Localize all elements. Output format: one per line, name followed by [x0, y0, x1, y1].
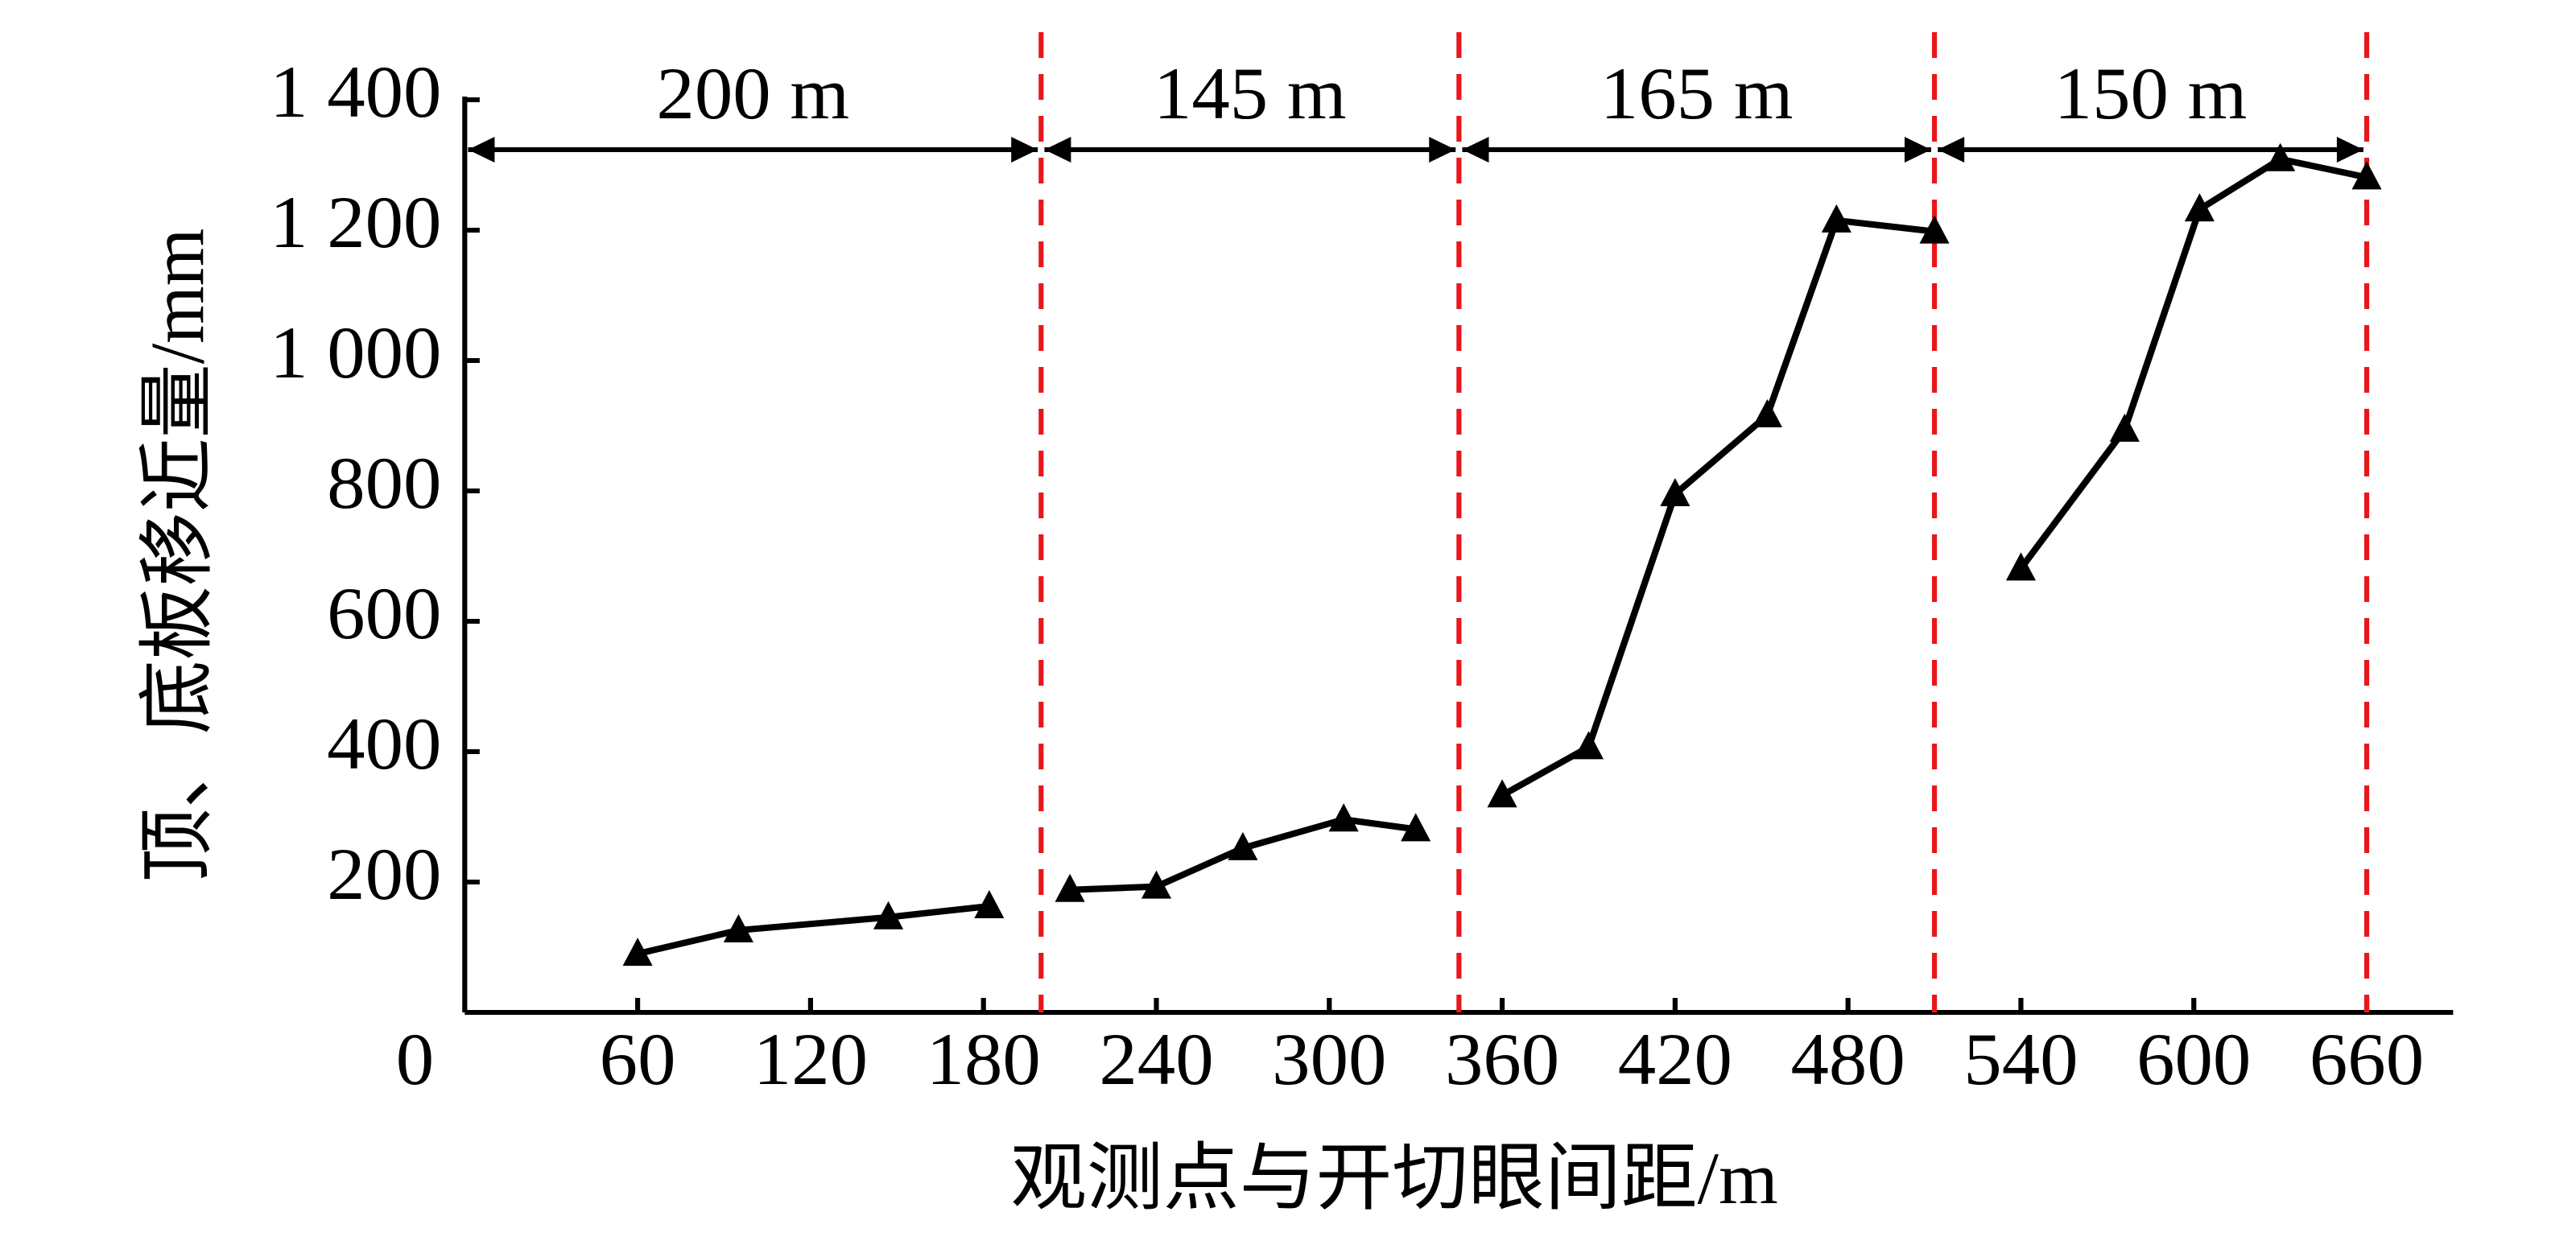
data-marker	[1752, 399, 1782, 428]
data-marker	[1401, 813, 1431, 842]
y-tick-label: 200	[327, 834, 441, 915]
data-marker	[1573, 731, 1604, 760]
data-marker	[2005, 552, 2037, 581]
span-label: 145 m	[1154, 53, 1347, 134]
x-tick-label: 480	[1791, 1019, 1905, 1100]
x-tick-label: 0	[396, 1019, 434, 1100]
data-marker	[2351, 161, 2382, 190]
data-marker	[1328, 803, 1359, 832]
y-tick-label: 1 200	[270, 182, 441, 263]
y-tick-label: 600	[327, 573, 441, 654]
y-tick-label: 400	[327, 703, 441, 785]
span-label: 165 m	[1600, 53, 1794, 134]
data-marker	[1919, 215, 1950, 244]
x-tick-label: 60	[600, 1019, 676, 1100]
data-marker	[1141, 870, 1172, 899]
y-tick-label: 800	[327, 443, 441, 524]
x-tick-label: 420	[1618, 1019, 1732, 1100]
y-tick-label: 1 000	[270, 312, 441, 394]
data-marker	[1228, 831, 1258, 860]
x-tick-label: 360	[1445, 1019, 1559, 1100]
x-tick-label: 180	[927, 1019, 1041, 1100]
x-tick-label: 600	[2136, 1019, 2251, 1100]
data-line	[637, 155, 2368, 957]
data-marker	[1055, 873, 1085, 902]
data-marker	[974, 889, 1005, 918]
y-tick-label: 1 400	[270, 52, 441, 133]
data-marker	[1821, 204, 1852, 233]
data-marker	[2184, 193, 2215, 222]
x-axis-label: 观测点与开切眼间距/m	[1010, 1138, 1778, 1219]
span-label: 150 m	[2054, 53, 2248, 134]
data-marker	[622, 938, 653, 967]
data-marker	[723, 913, 753, 942]
data-marker	[1660, 478, 1690, 507]
x-tick-label: 120	[753, 1019, 868, 1100]
x-tick-label: 240	[1099, 1019, 1213, 1100]
data-marker	[2265, 142, 2296, 171]
y-axis-label: 顶、底板移近量/mm	[136, 229, 221, 883]
x-tick-label: 660	[2310, 1019, 2424, 1100]
span-label: 200 m	[656, 53, 849, 134]
x-tick-label: 540	[1963, 1019, 2078, 1100]
data-marker	[1487, 779, 1517, 808]
x-tick-label: 300	[1272, 1019, 1386, 1100]
data-marker	[873, 901, 904, 930]
data-marker	[2109, 413, 2140, 442]
